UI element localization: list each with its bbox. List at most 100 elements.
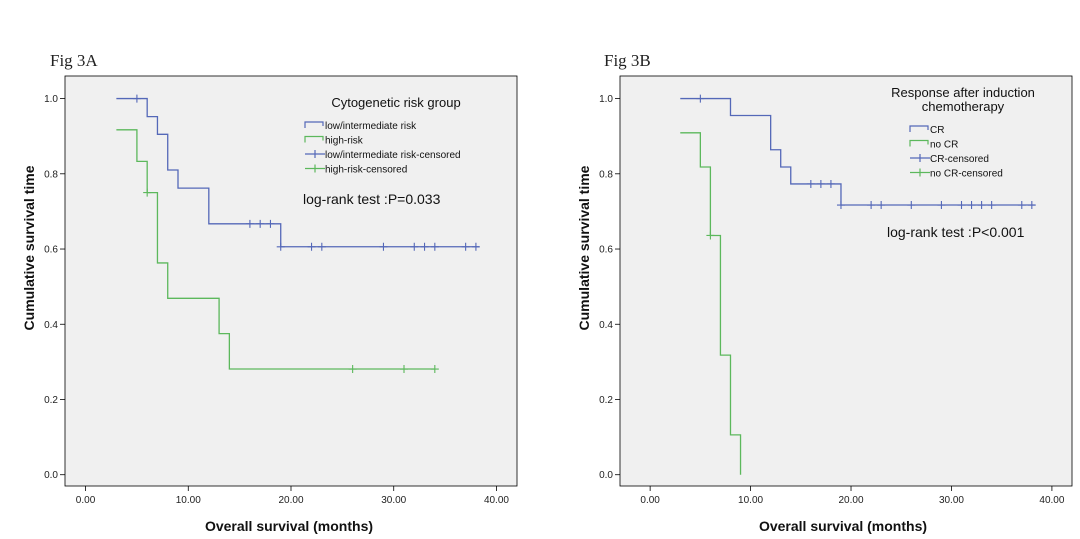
panel-b-legend-entries: CR no CR CR-censored no CR-censored [909, 125, 1003, 180]
panel-a-legend-entries: low/intermediate risk high-risk low/interm… [304, 121, 461, 176]
panel-b-censor-mark-cr [1027, 201, 1036, 210]
panel-b-censor-mark-cr [877, 201, 886, 210]
panel-b-legend-label: CR-censored [930, 154, 989, 165]
panel-b-censor-mark-cr [977, 201, 986, 210]
panel-a-x-axis-title: Overall survival (months) [205, 518, 373, 534]
panel-a-curve-high-risk [116, 129, 435, 370]
panel-a-legend-line-symbol [304, 121, 324, 128]
panel-b-legend-line-symbol [909, 125, 929, 132]
panel-b-y-tick-label: 0.4 [599, 320, 613, 331]
panel-b: Fig 3B 0.0 0.2 0.4 0.6 0.8 1.0 0.00 10.00 20.00… [576, 51, 1073, 534]
panel-b-y-tick-label: 0.8 [599, 169, 613, 180]
panel-a-legend-label: high-risk-censored [325, 165, 407, 176]
panel-b-legend-label: CR [930, 125, 944, 136]
panel-a-censor-mark-low-intermediate-risk [245, 219, 254, 228]
panel-a-legend-label: low/intermediate risk-censored [325, 150, 461, 161]
panel-a-series [116, 94, 480, 374]
panel-a-y-tick-label: 0.8 [44, 169, 58, 180]
panel-a-y-tick-label: 0.0 [44, 470, 58, 481]
panel-b-label: Fig 3B [604, 51, 651, 70]
panel-b-censor-mark-cr [1017, 201, 1026, 210]
panel-a-x-tick-label: 30.00 [381, 495, 406, 506]
panel-a-censor-mark-low-intermediate-risk [379, 242, 388, 251]
panel-b-legend-label: no CR [930, 140, 958, 151]
panel-a-y-axis: 0.0 0.2 0.4 0.6 0.8 1.0 [44, 94, 65, 481]
panel-b-y-axis: 0.0 0.2 0.4 0.6 0.8 1.0 [599, 94, 620, 481]
panel-a-y-tick-label: 0.4 [44, 320, 58, 331]
panel-a-legend-title: Cytogenetic risk group [331, 95, 460, 110]
panel-a-x-axis: 0.00 10.00 20.00 30.00 40.00 [76, 486, 509, 506]
panel-b-legend-censor-symbol [910, 168, 930, 177]
panel-b-censor-mark-cr [826, 179, 835, 188]
panel-b-legend: Response after induction chemotherapy CR… [891, 85, 1035, 180]
panel-a-x-tick-label: 40.00 [484, 495, 509, 506]
panel-b-x-axis-title: Overall survival (months) [759, 518, 927, 534]
panel-a-censor-mark-low-intermediate-risk [266, 219, 275, 228]
panel-a-censor-mark-low-intermediate-risk [410, 242, 419, 251]
panel-b-censor-mark-cr [806, 179, 815, 188]
panel-b-legend-censor-symbol [910, 154, 930, 162]
panel-a-x-tick-label: 0.00 [76, 495, 96, 506]
panel-b-curve-cr [680, 97, 1035, 206]
panel-b-curve-no-cr [680, 132, 742, 475]
panel-a-censor-mark-low-intermediate-risk [256, 219, 265, 228]
panel-a-censor-mark-low-intermediate-risk [471, 242, 480, 251]
panel-a-censor-mark-high-risk [143, 188, 152, 197]
panel-b-log-rank-annotation: log-rank test :P<0.001 [887, 224, 1025, 240]
panel-b-legend-line-symbol [909, 139, 929, 147]
panel-b-censor-mark-no-cr [706, 231, 715, 240]
panel-a-plot-area [64, 75, 518, 487]
panel-b-y-tick-label: 0.2 [599, 395, 613, 406]
panel-a-censor-mark-high-risk [400, 365, 408, 374]
panel-a-x-tick-label: 10.00 [176, 495, 201, 506]
panel-a-censor-mark-low-intermediate-risk [317, 242, 326, 251]
panel-a-y-tick-label: 1.0 [44, 94, 58, 105]
panel-b-x-tick-label: 0.00 [640, 495, 660, 506]
panel-a-y-tick-label: 0.2 [44, 395, 58, 406]
panel-b-legend-title-line-2: chemotherapy [922, 99, 1005, 114]
panel-b-censor-mark-cr [957, 201, 966, 210]
panel-a-label: Fig 3A [50, 51, 98, 70]
panel-a-censor-mark-high-risk [430, 365, 439, 374]
panel-b-x-tick-label: 40.00 [1039, 495, 1064, 506]
panel-a-legend-label: high-risk [325, 136, 364, 147]
panel-a-censor-mark-low-intermediate-risk [132, 94, 141, 103]
panel-a-log-rank-annotation: log-rank test :P=0.033 [303, 191, 441, 207]
panel-b-x-tick-label: 30.00 [939, 495, 964, 506]
panel-b-y-tick-label: 0.0 [599, 470, 613, 481]
panel-a-legend-censor-symbol [305, 150, 325, 158]
panel-b-y-tick-label: 1.0 [599, 94, 613, 105]
panel-b-y-axis-title: Cumulative survival time [576, 165, 592, 330]
panel-b-series [680, 94, 1036, 475]
panel-a-censor-mark-low-intermediate-risk [461, 242, 470, 251]
panel-b-x-tick-label: 20.00 [839, 495, 864, 506]
panel-b-legend-label: no CR-censored [930, 169, 1003, 180]
panel-b-plot-area [619, 75, 1073, 487]
panel-a-censor-mark-high-risk [348, 365, 357, 374]
panel-a-legend-censor-symbol [305, 164, 325, 173]
panel-a-y-tick-label: 0.6 [44, 245, 58, 256]
panel-a-legend-line-symbol [304, 135, 324, 143]
panel-a: Fig 3A 0.0 0.2 0.4 0.6 0.8 1.0 0.00 10.00 20.00… [21, 51, 518, 534]
panel-a-censor-mark-low-intermediate-risk [307, 242, 316, 251]
panel-a-censor-mark-low-intermediate-risk [276, 242, 285, 251]
panel-b-censor-mark-cr [836, 201, 845, 210]
panel-a-censor-mark-low-intermediate-risk [420, 242, 429, 251]
panel-a-y-axis-title: Cumulative survival time [21, 165, 37, 330]
panel-b-censor-mark-cr [987, 201, 996, 210]
panel-a-legend: Cytogenetic risk group low/intermediate … [304, 95, 461, 176]
panel-b-x-axis: 0.00 10.00 20.00 30.00 40.00 [640, 486, 1065, 506]
panel-b-censor-mark-cr [867, 201, 876, 210]
panel-b-legend-title-line-1: Response after induction [891, 85, 1035, 100]
panel-b-censor-mark-cr [937, 201, 946, 210]
panel-a-censor-mark-low-intermediate-risk [430, 242, 439, 251]
panel-b-y-tick-label: 0.6 [599, 245, 613, 256]
panel-a-legend-label: low/intermediate risk [325, 121, 417, 132]
panel-b-censor-mark-cr [967, 201, 976, 210]
panel-b-censor-mark-cr [696, 94, 705, 103]
panel-b-censor-mark-cr [816, 179, 825, 188]
panel-a-x-tick-label: 20.00 [278, 495, 303, 506]
panel-b-x-tick-label: 10.00 [738, 495, 763, 506]
panel-b-censor-mark-cr [907, 201, 916, 210]
